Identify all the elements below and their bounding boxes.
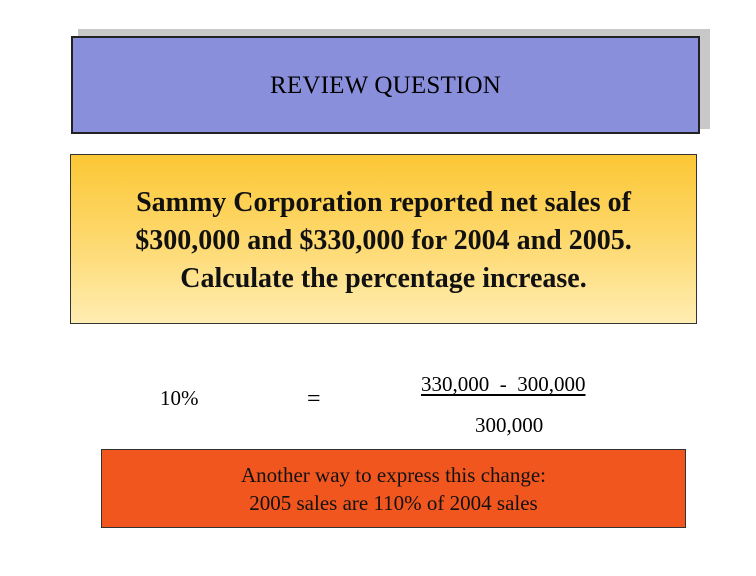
page-title: REVIEW QUESTION bbox=[270, 72, 501, 99]
note-line-2: 2005 sales are 110% of 2004 sales bbox=[249, 490, 538, 515]
note-line-1: Another way to express this change: bbox=[240, 462, 546, 487]
question-box: Sammy Corporation reported net sales of … bbox=[70, 154, 697, 324]
fraction-numerator: 330,000 - 300,000 bbox=[421, 372, 586, 396]
title-banner: REVIEW QUESTION bbox=[71, 36, 700, 134]
equals-sign: = bbox=[307, 386, 321, 412]
question-line-2: $300,000 and $330,000 for 2004 and 2005. bbox=[135, 225, 632, 256]
question-text: Sammy Corporation reported net sales of … bbox=[71, 184, 696, 298]
question-line-1: Sammy Corporation reported net sales of bbox=[136, 187, 631, 218]
fraction-denominator: 300,000 bbox=[475, 413, 544, 437]
answer-result: 10% bbox=[160, 386, 199, 410]
note-box: Another way to express this change: 2005… bbox=[101, 449, 686, 528]
question-line-3: Calculate the percentage increase. bbox=[180, 263, 587, 294]
